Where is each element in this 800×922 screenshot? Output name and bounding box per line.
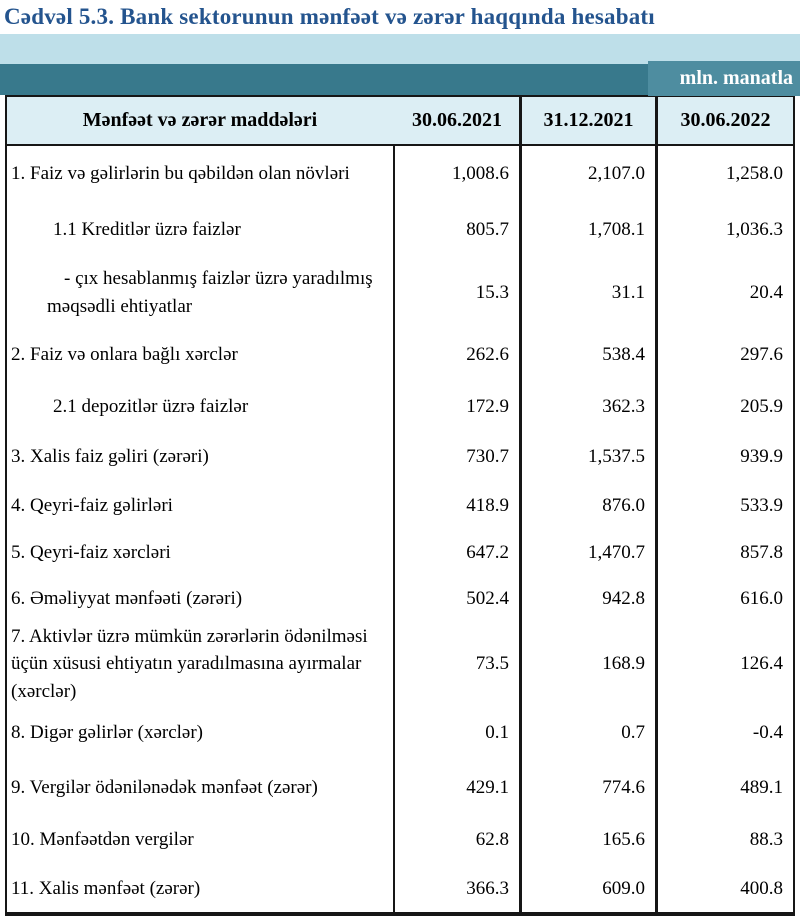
value-cell: 609.0 xyxy=(519,865,655,912)
header-items-label: Mənfəət və zərər maddələri xyxy=(82,109,318,131)
table-header-row: Mənfəət və zərər maddələri 30.06.2021 31… xyxy=(7,97,793,146)
value-cell: 805.7 xyxy=(393,202,519,258)
page-title: Cədvəl 5.3. Bank sektorunun mənfəət və z… xyxy=(4,4,655,29)
row-label: 6. Əməliyyat mənfəəti (zərəri) xyxy=(11,588,243,610)
value-cell: 62.8 xyxy=(393,814,519,865)
row-label: 3. Xalis faiz gəliri (zərəri) xyxy=(11,446,209,468)
value-cell: 15.3 xyxy=(393,258,519,328)
value-cell: 168.9 xyxy=(519,623,655,705)
value-cell: 2,107.0 xyxy=(519,146,655,202)
value-cell: 31.1 xyxy=(519,258,655,328)
value-cell: 400.8 xyxy=(655,865,793,912)
value-cell: 774.6 xyxy=(519,761,655,814)
table-row: 9. Vergilər ödənilənədək mənfəət (zərər)… xyxy=(7,761,793,814)
value-cell: 876.0 xyxy=(519,482,655,530)
value-cell: 20.4 xyxy=(655,258,793,328)
row-label: 1. Faiz və gəlirlərin bu qəbildən olan n… xyxy=(11,163,350,185)
value-cell: 942.8 xyxy=(519,575,655,623)
table-row: 8. Digər gəlirlər (xərclər) 0.1 0.7 -0.4 xyxy=(7,705,793,761)
table-row: 4. Qeyri-faiz gəlirləri 418.9 876.0 533.… xyxy=(7,482,793,530)
decorative-band-light xyxy=(0,34,800,64)
header-date-3-label: 30.06.2022 xyxy=(680,109,771,131)
value-cell: 429.1 xyxy=(393,761,519,814)
value-cell: 0.7 xyxy=(519,705,655,761)
header-date-1: 30.06.2021 xyxy=(393,97,519,144)
value-cell: 172.9 xyxy=(393,382,519,432)
profit-loss-table: Mənfəət və zərər maddələri 30.06.2021 31… xyxy=(5,95,795,916)
unit-label: mln. manatla xyxy=(679,67,793,89)
value-cell: 165.6 xyxy=(519,814,655,865)
value-cell: 126.4 xyxy=(655,623,793,705)
value-cell: 616.0 xyxy=(655,575,793,623)
value-cell: 939.9 xyxy=(655,432,793,482)
value-cell: 1,537.5 xyxy=(519,432,655,482)
value-cell: 297.6 xyxy=(655,328,793,382)
value-cell: 73.5 xyxy=(393,623,519,705)
row-label: 2.1 depozitlər üzrə faizlər xyxy=(53,396,249,418)
value-cell: 857.8 xyxy=(655,530,793,575)
value-cell: 533.9 xyxy=(655,482,793,530)
row-label: 2. Faiz və onlara bağlı xərclər xyxy=(11,344,238,366)
decorative-band-teal: mln. manatla xyxy=(0,61,800,96)
row-label: 10. Mənfəətdən vergilər xyxy=(11,828,194,850)
value-cell: 262.6 xyxy=(393,328,519,382)
value-cell: 88.3 xyxy=(655,814,793,865)
value-cell: 205.9 xyxy=(655,382,793,432)
row-label: 4. Qeyri-faiz gəlirləri xyxy=(11,495,173,517)
table-row: 3. Xalis faiz gəliri (zərəri) 730.7 1,53… xyxy=(7,432,793,482)
row-label: - çıx hesablanmış faizlər üzrə yaradılmı… xyxy=(47,268,373,317)
value-cell: 418.9 xyxy=(393,482,519,530)
row-label: 9. Vergilər ödənilənədək mənfəət (zərər) xyxy=(11,776,318,798)
header-date-1-label: 30.06.2021 xyxy=(412,109,502,131)
table-row: 1.1 Kreditlər üzrə faizlər 805.7 1,708.1… xyxy=(7,202,793,258)
table-row: 2. Faiz və onlara bağlı xərclər 262.6 53… xyxy=(7,328,793,382)
value-cell: 1,708.1 xyxy=(519,202,655,258)
value-cell: 502.4 xyxy=(393,575,519,623)
row-label: 8. Digər gəlirlər (xərclər) xyxy=(11,722,204,744)
table-row: 5. Qeyri-faiz xərcləri 647.2 1,470.7 857… xyxy=(7,530,793,575)
header-date-3: 30.06.2022 xyxy=(655,97,793,144)
value-cell: 1,258.0 xyxy=(655,146,793,202)
header-date-2-label: 31.12.2021 xyxy=(543,109,634,131)
table-row: 1. Faiz və gəlirlərin bu qəbildən olan n… xyxy=(7,146,793,202)
value-cell: 1,008.6 xyxy=(393,146,519,202)
value-cell: 647.2 xyxy=(393,530,519,575)
value-cell: 1,036.3 xyxy=(655,202,793,258)
row-label: 11. Xalis mənfəət (zərər) xyxy=(11,877,201,899)
table-row: 6. Əməliyyat mənfəəti (zərəri) 502.4 942… xyxy=(7,575,793,623)
value-cell: 362.3 xyxy=(519,382,655,432)
unit-label-box: mln. manatla xyxy=(648,61,800,96)
row-label: 5. Qeyri-faiz xərcləri xyxy=(11,541,171,563)
header-items-column: Mənfəət və zərər maddələri xyxy=(7,97,393,144)
value-cell: 0.1 xyxy=(393,705,519,761)
value-cell: 1,470.7 xyxy=(519,530,655,575)
table-row: 2.1 depozitlər üzrə faizlər 172.9 362.3 … xyxy=(7,382,793,432)
row-label: 7. Aktivlər üzrə mümkün zərərlərin ödəni… xyxy=(11,625,368,702)
value-cell: 538.4 xyxy=(519,328,655,382)
row-label: 1.1 Kreditlər üzrə faizlər xyxy=(53,219,241,241)
value-cell: 730.7 xyxy=(393,432,519,482)
value-cell: 366.3 xyxy=(393,865,519,912)
header-date-2: 31.12.2021 xyxy=(519,97,655,144)
value-cell: -0.4 xyxy=(655,705,793,761)
table-row: 10. Mənfəətdən vergilər 62.8 165.6 88.3 xyxy=(7,814,793,865)
table-row: 11. Xalis mənfəət (zərər) 366.3 609.0 40… xyxy=(7,865,793,912)
value-cell: 489.1 xyxy=(655,761,793,814)
table-row: - çıx hesablanmış faizlər üzrə yaradılmı… xyxy=(7,258,793,328)
table-row: 7. Aktivlər üzrə mümkün zərərlərin ödəni… xyxy=(7,623,793,705)
